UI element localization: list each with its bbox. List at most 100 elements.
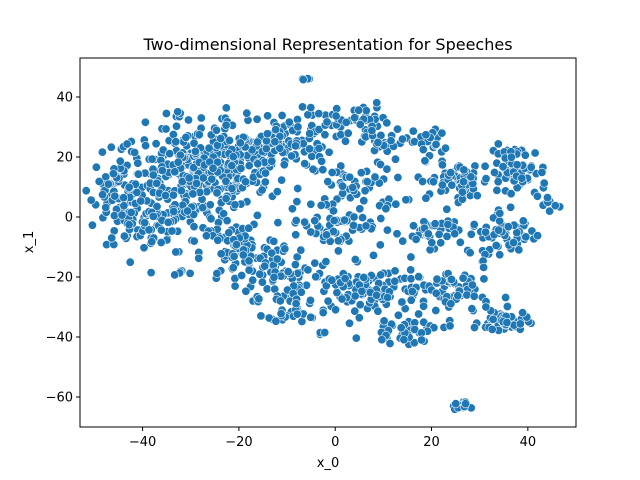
- scatter-point: [355, 120, 365, 130]
- scatter-point: [117, 210, 127, 220]
- scatter-point: [254, 294, 264, 304]
- scatter-point: [252, 114, 262, 124]
- scatter-point: [494, 225, 504, 235]
- scatter-point: [489, 168, 499, 178]
- scatter-point: [152, 178, 162, 188]
- scatter-point: [481, 174, 491, 184]
- scatter-point: [350, 291, 360, 301]
- scatter-point: [141, 141, 151, 151]
- scatter-point: [194, 253, 204, 263]
- scatter-point: [324, 147, 334, 157]
- scatter-point: [376, 270, 386, 280]
- scatter-point: [300, 217, 310, 227]
- scatter-point: [237, 270, 247, 280]
- scatter-point: [157, 166, 167, 176]
- scatter-point: [331, 305, 341, 315]
- scatter-point: [225, 136, 235, 146]
- scatter-point: [457, 187, 467, 197]
- scatter-point: [171, 247, 181, 257]
- scatter-point: [355, 300, 365, 310]
- scatter-point: [371, 290, 381, 300]
- scatter-point: [321, 257, 331, 267]
- scatter-point: [280, 244, 290, 254]
- scatter-point: [328, 206, 338, 216]
- x-tick-label: −20: [225, 435, 252, 450]
- scatter-point: [459, 165, 469, 175]
- scatter-point: [196, 113, 206, 123]
- scatter-point: [428, 177, 438, 187]
- scatter-point: [156, 238, 166, 248]
- scatter-point: [339, 215, 349, 225]
- scatter-point: [81, 186, 91, 196]
- scatter-point: [192, 179, 202, 189]
- scatter-point: [508, 238, 518, 248]
- scatter-point: [207, 174, 217, 184]
- scatter-point: [228, 152, 238, 162]
- y-tick-label: −20: [46, 271, 73, 286]
- scatter-point: [290, 141, 300, 151]
- scatter-point: [488, 314, 498, 324]
- scatter-point: [98, 190, 108, 200]
- scatter-point: [377, 335, 387, 345]
- scatter-point: [224, 228, 234, 238]
- scatter-point: [183, 206, 193, 216]
- scatter-point: [306, 227, 316, 237]
- scatter-point: [260, 261, 270, 271]
- scatter-point: [345, 172, 355, 182]
- scatter-point: [348, 183, 358, 193]
- scatter-point: [91, 162, 101, 172]
- scatter-point: [481, 227, 491, 237]
- scatter-point: [359, 272, 369, 282]
- scatter-point: [221, 176, 231, 186]
- scatter-point: [481, 302, 491, 312]
- scatter-point: [320, 327, 330, 337]
- scatter-point: [184, 115, 194, 125]
- scatter-point: [119, 231, 129, 241]
- scatter-point: [171, 137, 181, 147]
- scatter-point: [414, 309, 424, 319]
- scatter-point: [212, 125, 222, 135]
- scatter-point: [348, 220, 358, 230]
- scatter-point: [472, 191, 482, 201]
- scatter-point: [306, 199, 316, 209]
- scatter-point: [241, 177, 251, 187]
- scatter-point: [383, 292, 393, 302]
- scatter-point: [260, 177, 270, 187]
- scatter-point: [277, 175, 287, 185]
- scatter-point: [492, 185, 502, 195]
- scatter-point: [238, 250, 248, 260]
- scatter-point: [466, 172, 476, 182]
- scatter-point: [406, 295, 416, 305]
- scatter-point: [144, 225, 154, 235]
- scatter-point: [277, 111, 287, 121]
- scatter-point: [406, 252, 416, 262]
- scatter-point: [399, 335, 409, 345]
- scatter-point: [208, 163, 218, 173]
- scatter-point: [514, 245, 524, 255]
- scatter-point: [401, 195, 411, 205]
- scatter-point: [194, 130, 204, 140]
- scatter-point: [170, 167, 180, 177]
- scatter-point: [421, 193, 431, 203]
- scatter-point: [122, 139, 132, 149]
- scatter-point: [181, 132, 191, 142]
- scatter-point: [446, 299, 456, 309]
- scatter-point: [267, 248, 277, 258]
- scatter-point: [167, 226, 177, 236]
- scatter-point: [408, 221, 418, 231]
- scatter-point: [375, 160, 385, 170]
- scatter-point: [351, 333, 361, 343]
- scatter-point: [293, 122, 303, 132]
- scatter-point: [434, 229, 444, 239]
- scatter-point: [323, 177, 333, 187]
- scatter-point: [305, 295, 315, 305]
- scatter-point: [396, 323, 406, 333]
- x-tick-label: 40: [520, 435, 537, 450]
- scatter-point: [156, 225, 166, 235]
- scatter-point: [189, 236, 199, 246]
- scatter-point: [235, 138, 245, 148]
- scatter-point: [393, 173, 403, 183]
- scatter-point: [198, 173, 208, 183]
- scatter-point: [350, 113, 360, 123]
